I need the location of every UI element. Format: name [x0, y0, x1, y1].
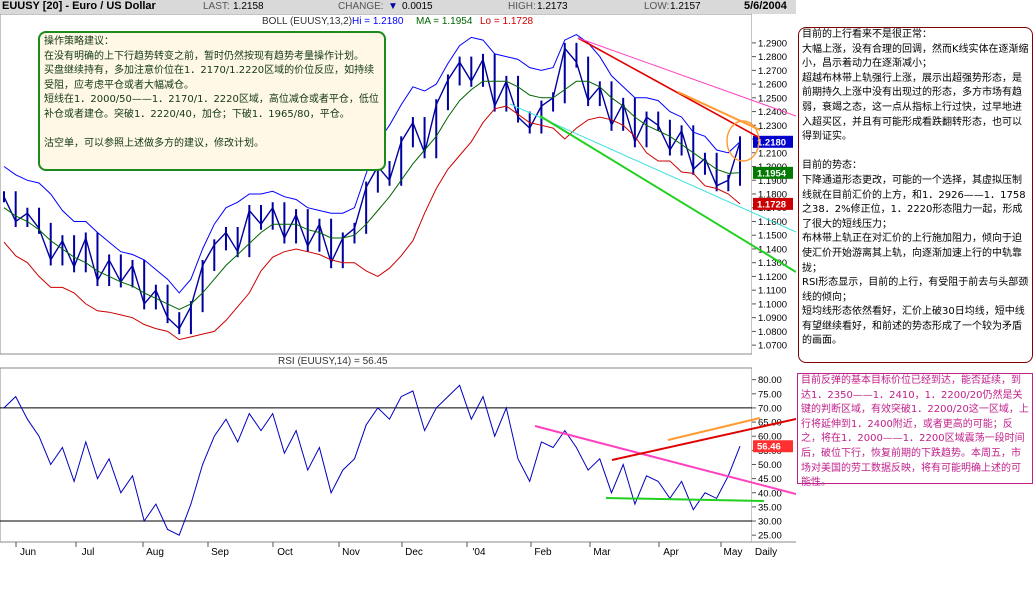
y-axis-area [752, 14, 796, 542]
rsi-tick-label: 30.00 [758, 517, 782, 528]
y-tick-label: 1.2700 [758, 66, 787, 77]
chart-header: EUUSY [20] - Euro / US Dollar LAST: 1.21… [0, 0, 796, 15]
y-tick-label: 1.1900 [758, 176, 787, 187]
x-tick-label: May [724, 547, 743, 558]
rsi-line-magenta [534, 425, 796, 495]
trend-line-cyan [509, 103, 796, 233]
rsi-label: RSI (EUUSY,14) = 56.45 [278, 356, 388, 367]
trend-line-magenta [577, 37, 796, 117]
rsi-line-red [611, 418, 796, 461]
rsi-tick-label: 65.00 [758, 418, 782, 429]
rsi-tick-label: 45.00 [758, 474, 782, 485]
price-y-axis: 1.2900 1.2800 1.2700 1.2600 1.2500 1.2400 1.23… [752, 38, 793, 352]
y-tick-label: 1.0900 [758, 313, 787, 324]
y-tick-label: 1.2400 [758, 107, 787, 118]
rsi-panel [0, 367, 753, 543]
trend-line-green [539, 115, 796, 273]
y-tick-label: 1.1800 [758, 190, 787, 201]
x-tick-label: Feb [534, 547, 552, 558]
x-tick-label: Sep [211, 547, 229, 558]
rsi-tick-label: 50.00 [758, 460, 782, 471]
trend-line-orange [677, 91, 761, 131]
trend-line-red [577, 37, 761, 139]
rsi-tick-label: 75.00 [758, 389, 782, 400]
series-line-lo [3, 105, 741, 341]
x-axis: Jun Jul Aug Sep Oct Nov Dec '04 Feb Mar Apr May Dail… [15, 542, 777, 558]
strategy-note: 操作策略建议： 在没有明确的上下行趋势转变之前，暂时仍然按现有趋势考量操作计划。… [38, 31, 386, 171]
price-marker-label: 1.1954 [757, 168, 787, 179]
series-line-ma [3, 80, 741, 310]
y-tick-label: 1.0800 [758, 327, 787, 338]
rsi-line-orange [667, 417, 761, 441]
rsi-tick-label: 80.00 [758, 375, 782, 386]
x-tick-label: Daily [755, 547, 777, 558]
low-label: LOW: [644, 1, 670, 12]
price-marker-label: 1.2180 [757, 137, 786, 148]
symbol-title: EUUSY [20] - Euro / US Dollar [2, 0, 156, 12]
x-tick-label: Jun [20, 547, 36, 558]
boll-legend: BOLL (EUUSY,13,2) Hi = 1.2180 MA = 1.195… [262, 16, 534, 27]
x-tick-label: Dec [405, 547, 423, 558]
boll-hi: Hi = 1.2180 [352, 16, 404, 27]
rsi-tick-label: 70.00 [758, 403, 782, 414]
y-tick-label: 1.0700 [758, 341, 787, 352]
y-tick-label: 1.1000 [758, 299, 787, 310]
high-value: 1.2173 [537, 1, 568, 12]
price-series-group [3, 34, 741, 341]
y-tick-label: 1.1200 [758, 272, 787, 283]
y-tick-label: 1.2900 [758, 38, 787, 49]
last-label: LAST: [203, 1, 230, 12]
y-tick-label: 1.1100 [758, 286, 786, 297]
y-tick-label: 1.2100 [758, 148, 787, 159]
rsi-marker-label: 56.46 [757, 442, 781, 453]
change-down-icon: ▼ [388, 1, 398, 12]
rsi-tick-label: 35.00 [758, 502, 782, 513]
boll-lo: Lo = 1.1728 [480, 16, 534, 27]
analysis-note: 目前的上行看来不是很正常： 大幅上涨，没有合理的回调，然而K线实体在逐渐缩小，昌… [798, 27, 1033, 363]
price-marker [753, 166, 793, 179]
boll-ma: MA = 1.1954 [416, 16, 473, 27]
trend-lines [509, 37, 796, 273]
y-tick-label: 1.2800 [758, 52, 787, 63]
target-note: 目前反弹的基本目标价位已经到达，能否延续，到达1．2350——1．2410，1．… [797, 373, 1033, 488]
x-tick-label: Aug [146, 547, 164, 558]
y-tick-label: 1.1600 [758, 217, 787, 228]
y-tick-label: 1.1500 [758, 231, 787, 242]
rsi-tick-label: 60.00 [758, 432, 782, 443]
rsi-line-green [605, 497, 765, 502]
chart-date: 5/6/2004 [744, 0, 787, 12]
rsi-series-group [0, 384, 752, 536]
y-tick-label: 1.2600 [758, 80, 787, 91]
x-tick-label: Jul [82, 547, 95, 558]
y-tick-label: 1.2500 [758, 93, 787, 104]
x-tick-label: Mar [593, 547, 611, 558]
price-marker-label: 1.1728 [757, 199, 786, 210]
high-label: HIGH: [508, 1, 536, 12]
x-tick-label: Oct [277, 547, 293, 558]
highlight-circle [726, 120, 760, 162]
rsi-tick-label: 25.00 [758, 531, 782, 542]
last-value: 1.2158 [233, 1, 264, 12]
low-value: 1.2157 [670, 1, 701, 12]
rsi-y-axis: 80.0075.0070.0065.0060.0055.0050.0045.00… [752, 375, 793, 542]
y-tick-label: 1.1300 [758, 258, 787, 269]
boll-label: BOLL (EUUSY,13,2) [262, 16, 352, 27]
series-line-euusy [3, 46, 741, 330]
x-tick-label: Apr [663, 547, 679, 558]
price-marker [753, 135, 793, 148]
rsi-marker [753, 440, 793, 453]
rsi-tick-label: 40.00 [758, 488, 782, 499]
change-label: CHANGE: [338, 1, 384, 12]
x-tick-label: '04 [472, 547, 485, 558]
rsi-trend-lines [534, 417, 796, 502]
change-value: 0.0015 [402, 1, 433, 12]
rsi-line [3, 384, 741, 536]
x-tick-label: Nov [342, 547, 360, 558]
price-marker [753, 197, 793, 210]
y-tick-label: 1.1400 [758, 244, 787, 255]
y-tick-label: 1.2300 [758, 121, 787, 132]
